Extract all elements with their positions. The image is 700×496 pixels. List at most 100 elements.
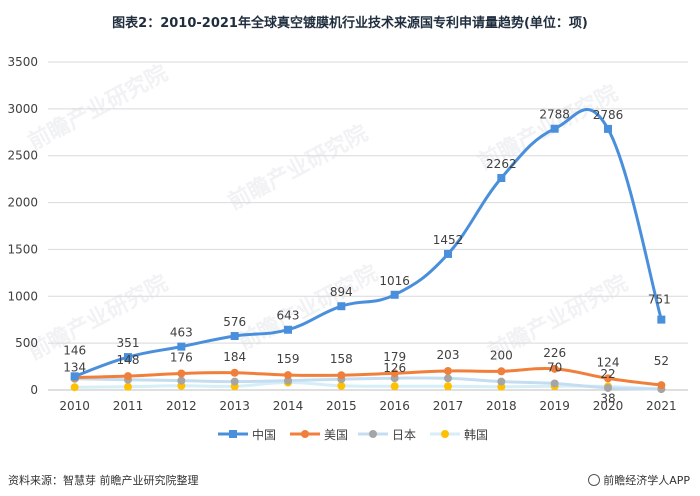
x-tick-label: 2020 <box>593 399 624 413</box>
data-label-usa: 134 <box>63 360 86 374</box>
legend-label-korea: 韩国 <box>464 427 488 442</box>
brand-logo-icon <box>588 474 601 486</box>
y-tick-label: 0 <box>30 383 38 397</box>
point-usa <box>230 368 239 377</box>
y-tick-label: 500 <box>15 336 38 350</box>
point-china <box>497 174 506 183</box>
point-usa <box>390 369 399 378</box>
brand-text: 前瞻经济学人APP <box>603 474 690 487</box>
data-label-usa: 159 <box>277 352 300 366</box>
x-tick-label: 2021 <box>646 399 677 413</box>
legend-marker-korea <box>441 430 449 438</box>
data-label-china: 2786 <box>593 108 624 122</box>
point-korea <box>444 382 452 391</box>
point-china <box>657 315 666 324</box>
point-china <box>70 372 79 381</box>
point-korea <box>124 382 132 391</box>
legend-label-japan: 日本 <box>392 428 416 442</box>
series-line-china <box>74 108 663 378</box>
y-tick-label: 3000 <box>7 102 38 116</box>
data-label-china: 351 <box>117 336 140 350</box>
chart-title: 图表2：2010-2021年全球真空镀膜机行业技术来源国专利申请量趋势(单位：项… <box>112 16 588 31</box>
series-line-japan <box>74 376 662 391</box>
data-label-usa: 176 <box>170 351 193 365</box>
x-tick-label: 2017 <box>433 399 464 413</box>
data-label-usa: 179 <box>383 350 406 364</box>
data-label-china: 576 <box>223 315 246 329</box>
point-usa <box>444 366 452 375</box>
y-tick-label: 2500 <box>7 149 38 163</box>
x-tick-label: 2015 <box>326 399 357 413</box>
data-label-china: 751 <box>648 293 671 307</box>
point-usa <box>177 369 186 378</box>
y-tick-label: 1500 <box>7 242 38 256</box>
point-korea <box>390 382 399 391</box>
data-label-usa: 148 <box>117 353 140 367</box>
point-japan <box>444 374 452 383</box>
data-label-china: 463 <box>170 326 193 340</box>
point-japan <box>550 379 559 388</box>
point-korea <box>70 383 79 392</box>
legend-marker-china <box>229 430 237 438</box>
legend-label-china: 中国 <box>252 427 276 442</box>
x-tick-label: 2011 <box>113 399 144 413</box>
point-usa <box>657 381 666 390</box>
brand-label: 前瞻经济学人APP <box>588 472 690 488</box>
point-china <box>337 302 346 311</box>
point-china <box>390 290 399 299</box>
point-japan <box>177 376 186 385</box>
data-label-japan: 126 <box>383 361 406 375</box>
data-label-japan: 70 <box>547 360 562 374</box>
data-label-usa: 184 <box>223 350 246 364</box>
series-line-korea <box>74 381 662 391</box>
data-label-usa: 203 <box>437 348 460 362</box>
point-japan <box>604 383 612 392</box>
x-tick-label: 2012 <box>166 399 197 413</box>
data-label-usa: 52 <box>654 354 669 368</box>
data-label-usa: 124 <box>597 355 620 369</box>
y-tick-label: 2000 <box>7 196 38 210</box>
x-tick-label: 2016 <box>379 399 410 413</box>
point-china <box>230 332 239 341</box>
x-tick-label: 2018 <box>486 399 517 413</box>
point-china <box>124 353 132 362</box>
data-label-china: 1452 <box>433 233 464 247</box>
point-china <box>444 249 452 258</box>
data-label-china: 894 <box>330 285 353 299</box>
source-note: 资料来源：智慧芽 前瞻产业研究院整理 <box>8 474 199 487</box>
y-tick-label: 1000 <box>7 289 38 303</box>
point-china <box>550 124 559 133</box>
legend-marker-usa <box>301 430 309 438</box>
data-label-china: 2788 <box>539 108 570 122</box>
point-japan <box>284 376 292 385</box>
data-label-usa: 226 <box>543 346 566 360</box>
data-label-china: 1016 <box>379 274 410 288</box>
point-usa <box>124 372 132 381</box>
point-japan <box>230 377 239 386</box>
point-china <box>604 124 612 133</box>
data-label-china: 2262 <box>486 157 517 171</box>
point-usa <box>497 367 506 376</box>
point-usa <box>284 371 292 380</box>
x-tick-label: 2014 <box>273 399 304 413</box>
x-tick-label: 2010 <box>59 399 90 413</box>
data-label-china: 643 <box>277 309 300 323</box>
point-usa <box>550 364 559 373</box>
point-usa <box>604 374 612 383</box>
point-japan <box>497 377 506 386</box>
series-line-usa <box>74 366 662 387</box>
point-korea <box>337 381 346 390</box>
data-label-usa: 200 <box>490 348 513 362</box>
point-china <box>177 342 186 351</box>
data-label-japan: 22 <box>600 367 615 381</box>
y-tick-label: 3500 <box>7 55 38 69</box>
legend-marker-japan <box>369 430 377 438</box>
x-tick-label: 2013 <box>219 399 250 413</box>
point-usa <box>337 371 346 380</box>
data-label-usa: 158 <box>330 352 353 366</box>
legend-label-usa: 美国 <box>324 428 348 442</box>
data-label-korea: 38 <box>600 391 615 405</box>
point-china <box>284 325 292 334</box>
data-label-china: 146 <box>63 343 86 357</box>
